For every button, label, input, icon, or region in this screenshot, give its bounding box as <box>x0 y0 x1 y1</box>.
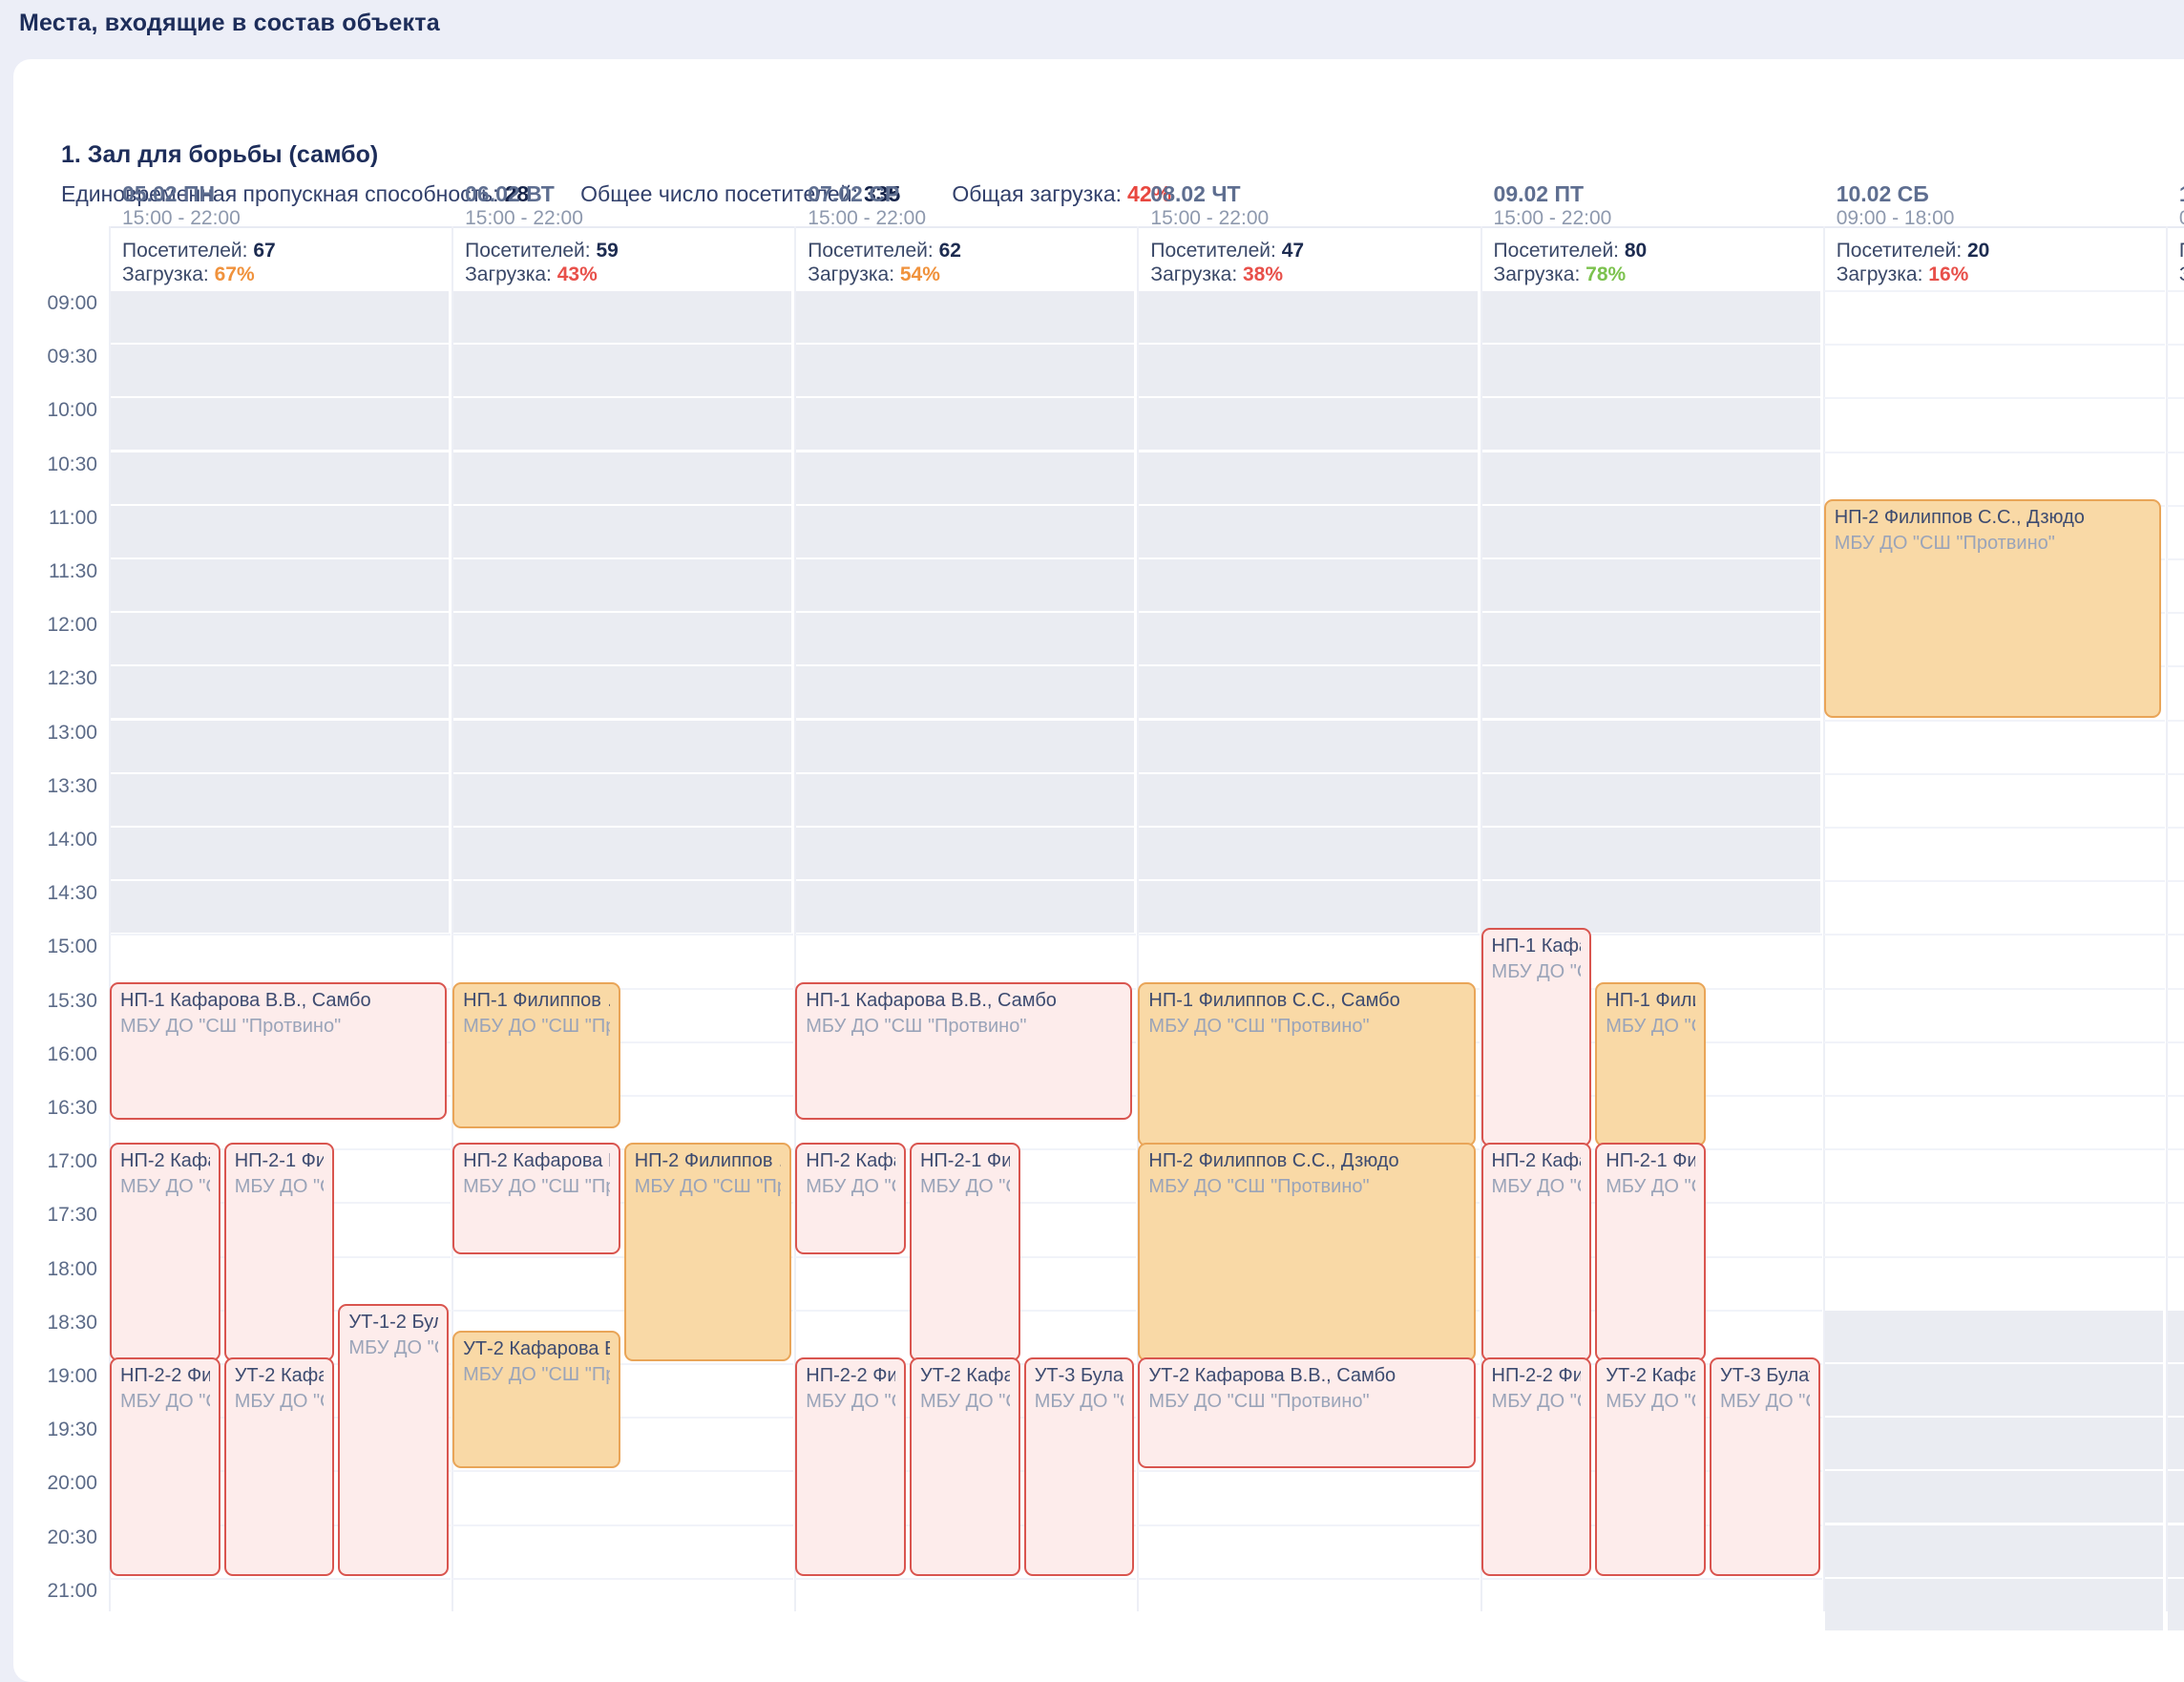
calendar-event[interactable]: УТ-2 Кафарова В.В., Самбо МБУ ДО "СШ "Про… <box>1138 1357 1476 1469</box>
event-org: МБУ ДО "СШ "Протвино" <box>1834 532 2055 554</box>
event-org: МБУ ДО "С… <box>1491 961 1582 983</box>
calendar-event[interactable]: НП-2 Филиппов С.С., Дзюдо МБУ ДО "СШ "Про… <box>1138 1143 1476 1361</box>
event-org: МБУ ДО "С… <box>1606 1176 1695 1198</box>
event-title: НП-2 Филиппов … <box>634 1150 782 1172</box>
facility-stat: Единовременная пропускная способность: 28 <box>61 181 530 206</box>
event-title: НП-1 Кафарова В.В., Самбо <box>120 989 371 1011</box>
event-title: УТ-1-2 Бул… <box>348 1311 438 1333</box>
event-org: МБУ ДО "С… <box>1606 1015 1695 1037</box>
event-org: МБУ ДО "СШ "Протвино" <box>1148 1391 1370 1412</box>
event-org: МБУ ДО "С… <box>806 1391 895 1412</box>
event-org: МБУ ДО "С… <box>348 1336 438 1358</box>
event-title: УТ-2 Кафа… <box>234 1365 325 1386</box>
calendar-event[interactable]: УТ-2 Кафа… МБУ ДО "С… <box>1595 1357 1706 1576</box>
calendar-event[interactable]: НП-2-2 Фи… МБУ ДО "С… <box>1480 1357 1592 1576</box>
event-org: МБУ ДО "С… <box>120 1391 210 1412</box>
facility-stat: Общее число посетителей: 335 <box>580 181 901 206</box>
event-title: УТ-2 Кафа… <box>1606 1365 1695 1386</box>
event-title: НП-2 Кафа… <box>1491 1150 1582 1172</box>
calendar-event[interactable]: НП-1 Кафарова В.В., Самбо МБУ ДО "СШ "Про… <box>110 981 448 1121</box>
calendar-event[interactable]: УТ-1-2 Бул… МБУ ДО "С… <box>338 1303 450 1576</box>
event-title: НП-2 Филиппов С.С., Дзюдо <box>1148 1150 1399 1172</box>
event-title: НП-2 Кафарова В… <box>463 1150 610 1172</box>
event-title: УТ-3 Булат… <box>1034 1365 1124 1386</box>
event-title: НП-1 Фили… <box>1606 989 1695 1011</box>
event-title: УТ-2 Кафа… <box>919 1365 1010 1386</box>
calendar-event[interactable]: НП-1 Кафа… МБУ ДО "С… <box>1480 928 1592 1147</box>
calendar-event[interactable]: УТ-2 Кафарова В…. МБУ ДО "СШ "Пр… <box>452 1330 620 1469</box>
event-org: МБУ ДО "СШ "Пр… <box>634 1176 782 1198</box>
page-title: Места, входящие в состав объекта <box>19 10 440 36</box>
calendar-event[interactable]: НП-2-2 Фи… МБУ ДО "С… <box>795 1357 906 1576</box>
event-org: МБУ ДО "С… <box>1606 1391 1695 1412</box>
event-org: МБУ ДО "СШ "Протвино" <box>806 1015 1027 1037</box>
calendar-event[interactable]: НП-2-1 Фи… МБУ ДО "С… <box>1595 1143 1706 1361</box>
event-title: НП-1 Кафарова В.В., Самбо <box>806 989 1057 1011</box>
calendar-event[interactable]: УТ-2 Кафа… МБУ ДО "С… <box>909 1357 1020 1576</box>
event-org: МБУ ДО "С… <box>1719 1391 1810 1412</box>
facility-stats: Единовременная пропускная способность: 28… <box>61 181 1171 207</box>
facility-stat: Общая загрузка: 42% <box>952 181 1172 206</box>
calendar-event[interactable]: НП-2 Кафарова В… МБУ ДО "СШ "Пр… <box>452 1143 620 1254</box>
event-org: МБУ ДО "С… <box>120 1176 210 1198</box>
event-title: УТ-3 Булат… <box>1719 1365 1810 1386</box>
event-title: НП-2 Филиппов С.С., Дзюдо <box>1834 506 2085 528</box>
event-title: НП-2-2 Фи… <box>806 1365 895 1386</box>
event-org: МБУ ДО "СШ "Пр… <box>463 1176 610 1198</box>
event-org: МБУ ДО "С… <box>919 1391 1010 1412</box>
event-org: МБУ ДО "СШ "Пр… <box>463 1363 610 1385</box>
event-org: МБУ ДО "С… <box>919 1176 1010 1198</box>
event-title: НП-2-2 Фи… <box>120 1365 210 1386</box>
calendar-event[interactable]: НП-2 Кафа… МБУ ДО "С… <box>1480 1143 1592 1361</box>
event-org: МБУ ДО "С… <box>1034 1391 1124 1412</box>
event-title: УТ-2 Кафарова В…. <box>463 1337 610 1359</box>
calendar-event[interactable]: НП-1 Филиппов С.С., Самбо МБУ ДО "СШ "Про… <box>1138 981 1476 1147</box>
calendar-event[interactable]: НП-2-1 Фи… МБУ ДО "С… <box>909 1143 1020 1361</box>
event-title: НП-2-2 Фи… <box>1491 1365 1582 1386</box>
event-title: УТ-2 Кафарова В.В., Самбо <box>1148 1365 1396 1386</box>
event-title: НП-2-1 Фи… <box>1606 1150 1695 1172</box>
calendar-event[interactable]: НП-2 Кафа… МБУ ДО "С… <box>795 1143 906 1254</box>
event-org: МБУ ДО "СШ "Протвино" <box>120 1015 342 1037</box>
event-org: МБУ ДО "С… <box>234 1176 325 1198</box>
event-org: МБУ ДО "С… <box>234 1391 325 1412</box>
event-title: НП-2 Кафа… <box>806 1150 895 1172</box>
event-title: НП-1 Кафа… <box>1491 936 1582 957</box>
event-org: МБУ ДО "СШ "Протвино" <box>1148 1015 1370 1037</box>
event-org: МБУ ДО "С… <box>806 1176 895 1198</box>
calendar-event[interactable]: НП-2-1 Фи… МБУ ДО "С… <box>223 1143 335 1361</box>
calendar-event[interactable]: НП-2 Филиппов … МБУ ДО "СШ "Пр… <box>623 1143 792 1361</box>
event-org: МБУ ДО "СШ "Протвино" <box>1148 1176 1370 1198</box>
event-org: МБУ ДО "С… <box>1491 1176 1582 1198</box>
calendar-event[interactable]: УТ-3 Булат… МБУ ДО "С… <box>1023 1357 1135 1576</box>
calendar-event[interactable]: НП-2 Филиппов С.С., Дзюдо МБУ ДО "СШ "Про… <box>1823 498 2161 718</box>
facility-title: 1. Зал для борьбы (самбо) <box>61 141 379 168</box>
event-title: НП-2-1 Фи… <box>234 1150 325 1172</box>
calendar-event[interactable]: НП-2-2 Фи… МБУ ДО "С… <box>110 1357 220 1576</box>
calendar-event[interactable]: УТ-3 Булат… МБУ ДО "С… <box>1709 1357 1820 1576</box>
calendar-event[interactable]: НП-1 Филиппов … МБУ ДО "СШ "Пр… <box>452 981 620 1129</box>
event-title: НП-2-1 Фи… <box>919 1150 1010 1172</box>
event-title: НП-1 Филиппов … <box>463 989 610 1011</box>
event-org: МБУ ДО "С… <box>1491 1391 1582 1412</box>
calendar-event[interactable]: НП-1 Фили… МБУ ДО "С… <box>1595 981 1706 1147</box>
calendar-event[interactable]: УТ-2 Кафа… МБУ ДО "С… <box>223 1357 335 1576</box>
event-title: НП-1 Филиппов С.С., Самбо <box>1148 989 1400 1011</box>
event-title: НП-2 Кафа… <box>120 1150 210 1172</box>
calendar-event[interactable]: НП-2 Кафа… МБУ ДО "С… <box>110 1143 220 1361</box>
event-org: МБУ ДО "СШ "Пр… <box>463 1015 610 1037</box>
calendar-event[interactable]: НП-1 Кафарова В.В., Самбо МБУ ДО "СШ "Про… <box>795 981 1133 1121</box>
